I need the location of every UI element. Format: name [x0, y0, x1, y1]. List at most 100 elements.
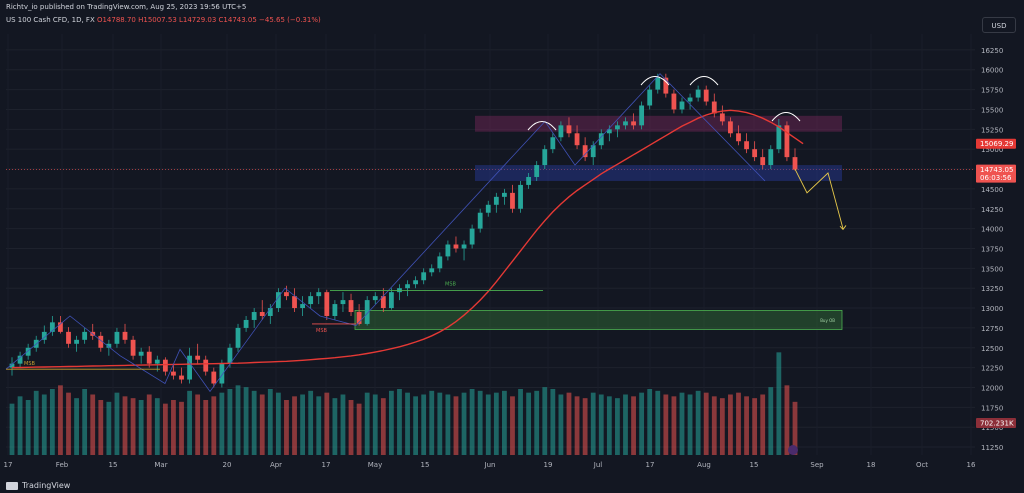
volume-bar [203, 400, 209, 455]
volume-bar [275, 392, 281, 455]
x-tick-label: 17 [646, 461, 655, 469]
volume-label-bg [976, 418, 1016, 428]
x-tick-label: Oct [916, 461, 928, 469]
candle-body [598, 133, 604, 146]
candle-body [17, 355, 23, 364]
volume-bar [114, 392, 120, 455]
candle-body [542, 149, 548, 166]
x-tick-label: Feb [56, 461, 69, 469]
candle-body [114, 331, 120, 344]
volume-bar [187, 390, 192, 455]
volume-bar [453, 396, 459, 455]
demand-zone [475, 165, 842, 181]
candle-body [566, 125, 572, 134]
volume-bar [243, 387, 249, 455]
volume-bar [162, 403, 168, 455]
volume-bar [493, 392, 499, 455]
msb-red-label: MSB [316, 328, 327, 334]
tradingview-logo[interactable]: TradingView [6, 481, 70, 490]
currency-button[interactable]: USD [982, 17, 1016, 33]
supply-zone [475, 115, 842, 132]
x-tick-label: 18 [867, 461, 876, 469]
y-tick-label: 12500 [981, 345, 1003, 353]
last-price-label: 14743.05 [980, 166, 1013, 174]
y-tick-label: 14250 [981, 206, 1003, 214]
volume-bar [631, 396, 636, 455]
candle-body [655, 77, 661, 90]
candle-body [130, 339, 136, 356]
volume-bar [340, 394, 346, 455]
volume-bar [566, 392, 572, 455]
volume-bar [768, 387, 774, 455]
candle-body [380, 296, 386, 309]
candle-body [9, 363, 15, 368]
volume-bar [235, 385, 241, 455]
volume-bar [615, 398, 620, 455]
candle-body [82, 331, 88, 340]
volume-bar [534, 390, 540, 455]
y-tick-label: 12250 [981, 365, 1003, 373]
volume-label: 702.231K [980, 420, 1014, 428]
candle-body [792, 157, 798, 170]
y-tick-label: 14750 [981, 166, 1003, 174]
candle-body [518, 184, 523, 209]
candle-body [453, 244, 459, 249]
y-tick-label: 12750 [981, 325, 1003, 333]
candle-body [187, 355, 192, 380]
y-tick-label: 14000 [981, 226, 1003, 234]
volume-bar [784, 385, 790, 455]
volume-bar [332, 398, 338, 455]
drawings: MSB MSB MSB [5, 73, 847, 393]
volume-bar [364, 392, 370, 455]
candle-body [324, 292, 330, 316]
volume-bar [227, 389, 233, 455]
volume-bar [736, 392, 741, 455]
buy-ob-label: Buy OB [820, 318, 835, 323]
candle-body [728, 121, 733, 134]
volume-bar [711, 396, 717, 455]
buy-ob-zone [354, 310, 843, 330]
volume-bar [590, 392, 596, 455]
volume-bar [510, 396, 515, 455]
candle-body [469, 228, 475, 245]
volume-bar [695, 390, 701, 455]
candle-body [332, 304, 338, 316]
candle-body [340, 300, 346, 305]
volume-bar [776, 352, 782, 455]
candle-body [243, 319, 249, 328]
head-shoulders-arc [527, 121, 557, 131]
y-tick-label: 15000 [981, 146, 1003, 154]
candle-body [66, 331, 71, 344]
volume-bar [82, 389, 88, 455]
candle-body [510, 192, 515, 209]
candle-body [502, 192, 507, 197]
y-tick-label: 15750 [981, 87, 1003, 95]
x-tick-label: 17 [322, 461, 331, 469]
volume-bar [388, 390, 394, 455]
candle-body [171, 371, 176, 376]
y-tick-label: 11750 [981, 404, 1003, 412]
volume-bar [542, 387, 548, 455]
volume-bar [469, 389, 475, 455]
volume-bar [760, 394, 766, 455]
head-shoulders-arc [771, 112, 801, 122]
projection-path [794, 168, 844, 229]
candle-body [98, 335, 104, 348]
volume-bar [211, 396, 217, 455]
candle-body [582, 145, 588, 158]
volume-bar [598, 394, 604, 455]
volume-bar [324, 392, 330, 455]
y-tick-label: 11250 [981, 444, 1003, 452]
y-tick-label: 16250 [981, 47, 1003, 55]
volume-bar [90, 394, 96, 455]
volume-bar [744, 396, 749, 455]
candle-body [138, 351, 144, 356]
volume-bar [348, 400, 354, 455]
footer: TradingView [0, 479, 1024, 493]
candle-body [477, 212, 483, 229]
volume-bar [154, 398, 160, 455]
x-tick-label: 19 [544, 461, 553, 469]
candle-body [719, 113, 725, 122]
